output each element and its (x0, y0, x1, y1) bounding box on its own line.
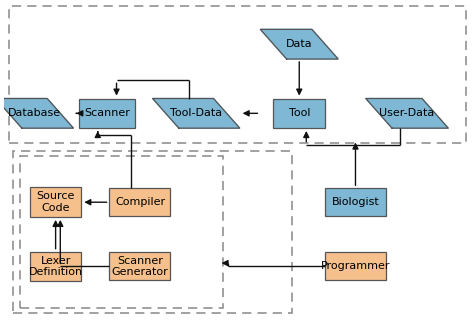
FancyBboxPatch shape (325, 252, 386, 281)
Text: Tool: Tool (289, 108, 310, 118)
FancyBboxPatch shape (109, 252, 171, 281)
Polygon shape (260, 29, 338, 59)
FancyBboxPatch shape (30, 252, 82, 281)
Text: Source
Code: Source Code (36, 192, 75, 213)
Polygon shape (366, 99, 448, 128)
Polygon shape (0, 99, 73, 128)
FancyBboxPatch shape (79, 99, 135, 128)
Text: Scanner: Scanner (84, 108, 130, 118)
FancyBboxPatch shape (273, 99, 325, 128)
Text: Data: Data (286, 39, 312, 49)
FancyBboxPatch shape (109, 188, 171, 216)
Text: Biologist: Biologist (332, 197, 379, 207)
Text: Database: Database (8, 108, 61, 118)
Polygon shape (153, 99, 240, 128)
Text: Programmer: Programmer (321, 261, 390, 272)
Text: Compiler: Compiler (115, 197, 165, 207)
Text: User-Data: User-Data (379, 108, 435, 118)
Text: Scanner
Generator: Scanner Generator (111, 256, 168, 277)
Text: Tool-Data: Tool-Data (170, 108, 222, 118)
FancyBboxPatch shape (325, 188, 386, 216)
Text: Lexer
Definition: Lexer Definition (28, 256, 82, 277)
FancyBboxPatch shape (30, 187, 82, 217)
